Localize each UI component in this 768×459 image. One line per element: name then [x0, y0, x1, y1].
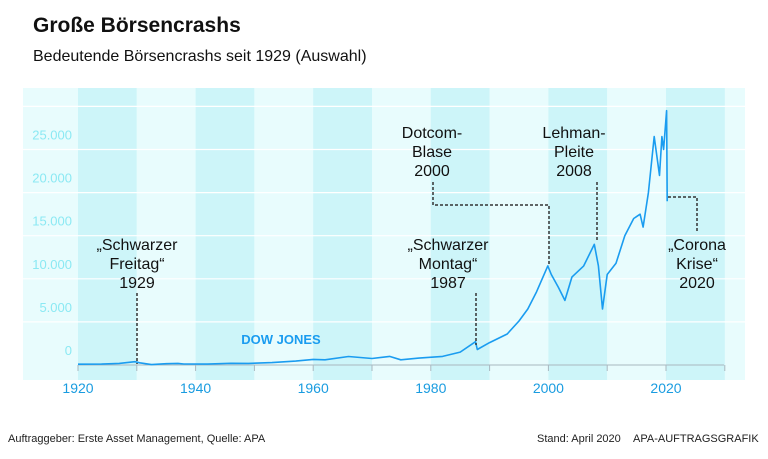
decade-band — [313, 88, 372, 380]
annotation-text: „Corona — [668, 237, 726, 254]
y-tick-label: 20.000 — [32, 171, 72, 186]
footer-credit: APA-AUFTRAGSGRAFIK — [633, 433, 759, 445]
decade-band — [78, 88, 137, 380]
y-tick-label: 10.000 — [32, 257, 72, 272]
annotation-text: „Schwarzer — [408, 237, 490, 254]
decade-band — [607, 88, 666, 380]
x-tick-label: 2020 — [650, 380, 681, 396]
annotation-text: Pleite — [554, 144, 594, 161]
decade-band — [489, 88, 549, 380]
annotation-leader — [432, 182, 550, 265]
decade-band — [372, 88, 431, 380]
x-tick-label: 1980 — [415, 380, 446, 396]
chart-subtitle: Bedeutende Börsencrashs seit 1929 (Auswa… — [33, 48, 367, 65]
decade-band — [666, 88, 725, 380]
x-tick-label: 1940 — [180, 380, 211, 396]
annotation-text: 1929 — [119, 275, 155, 292]
y-tick-label: 5.000 — [39, 300, 72, 315]
annotation-text: Montag“ — [419, 256, 478, 273]
y-tick-label: 0 — [65, 343, 72, 358]
footer-date: Stand: April 2020 — [537, 433, 621, 445]
annotation-text: Blase — [412, 144, 452, 161]
x-tick-label: 2000 — [533, 380, 564, 396]
annotation-text: 2000 — [414, 163, 450, 180]
chart-title: Große Börsencrashs — [33, 14, 241, 37]
annotation-text: Lehman- — [542, 125, 605, 142]
annotation-text: 1987 — [430, 275, 466, 292]
decade-band — [136, 88, 196, 380]
dow-jones-line — [77, 109, 668, 366]
x-tick-label: 1920 — [62, 380, 93, 396]
annotation-text: 2020 — [679, 275, 715, 292]
annotation-text: Freitag“ — [109, 256, 164, 273]
x-tick-label: 1960 — [298, 380, 329, 396]
annotation-text: 2008 — [556, 163, 592, 180]
annotation-leader — [668, 196, 698, 232]
decade-band — [195, 88, 255, 380]
decade-band — [254, 88, 314, 380]
annotation-text: „Schwarzer — [97, 237, 179, 254]
annotation-text: Krise“ — [676, 256, 718, 273]
decade-band — [430, 88, 490, 380]
footer-source: Auftraggeber: Erste Asset Management, Qu… — [8, 433, 266, 445]
y-tick-label: 15.000 — [32, 214, 72, 229]
series-label: DOW JONES — [241, 332, 321, 347]
annotation-text: Dotcom- — [402, 125, 462, 142]
y-tick-label: 25.000 — [32, 128, 72, 143]
